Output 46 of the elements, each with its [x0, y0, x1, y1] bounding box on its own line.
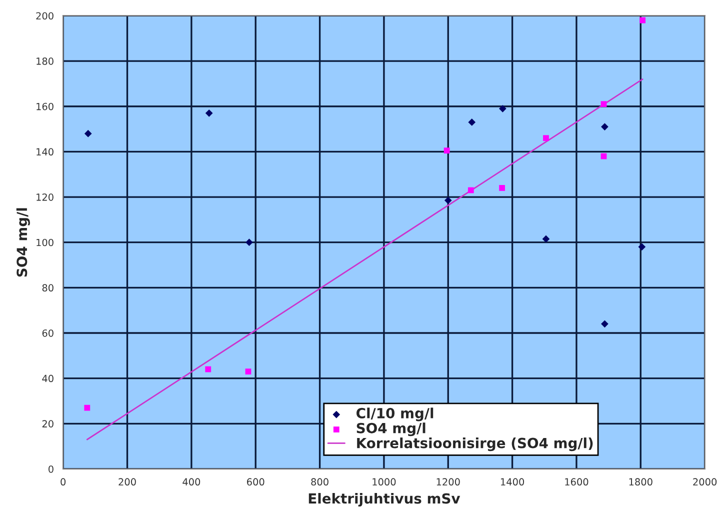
- point: [499, 185, 505, 191]
- point: [205, 366, 212, 372]
- point: [543, 135, 549, 142]
- point: [84, 404, 90, 411]
- point: [205, 109, 213, 117]
- point: [601, 320, 608, 328]
- point: [601, 123, 608, 130]
- x-tick-label: 400: [182, 478, 200, 486]
- y-tick-label: 200: [36, 12, 54, 20]
- x-tick-label: 1200: [436, 478, 460, 486]
- legend-label: SO4 mg/l: [356, 422, 426, 436]
- point: [542, 235, 550, 243]
- point: [84, 130, 92, 138]
- x-tick-label: 200: [118, 478, 136, 486]
- point: [444, 196, 452, 204]
- y-tick-label: 60: [42, 329, 54, 337]
- x-tick-label: 1000: [372, 478, 396, 486]
- y-tick-label: 100: [36, 238, 54, 246]
- x-axis-title: Elektrijuhtivus mSv: [308, 492, 460, 507]
- point: [498, 104, 506, 112]
- y-tick-label: 120: [36, 194, 54, 201]
- x-tick-label: 2000: [693, 478, 717, 486]
- point: [245, 368, 252, 374]
- x-tick-label: 0: [60, 478, 66, 486]
- y-tick-label: 140: [36, 148, 54, 156]
- legend-label: Cl/10 mg/l: [356, 408, 434, 422]
- point: [468, 118, 476, 126]
- point: [600, 101, 607, 108]
- y-tick-label: 180: [36, 58, 54, 65]
- point: [638, 243, 646, 251]
- x-tick-label: 1800: [629, 478, 652, 486]
- y-tick-label: 0: [48, 465, 54, 473]
- point: [444, 148, 450, 154]
- y-tick-label: 80: [42, 284, 54, 292]
- x-tick-label: 1400: [500, 478, 524, 486]
- y-tick-label: 20: [42, 420, 54, 428]
- point: [468, 187, 474, 194]
- point: [246, 238, 253, 246]
- x-tick-label: 600: [247, 478, 264, 486]
- y-tick-label: 160: [36, 102, 54, 110]
- y-axis-title: SO4 mg/l: [16, 208, 30, 277]
- x-tick-label: 1600: [565, 478, 588, 486]
- point: [640, 17, 646, 24]
- y-tick-label: 40: [42, 374, 54, 382]
- x-tick-label: 800: [311, 478, 328, 486]
- legend-label: Korrelatsioonisirge (SO4 mg/l): [357, 438, 593, 452]
